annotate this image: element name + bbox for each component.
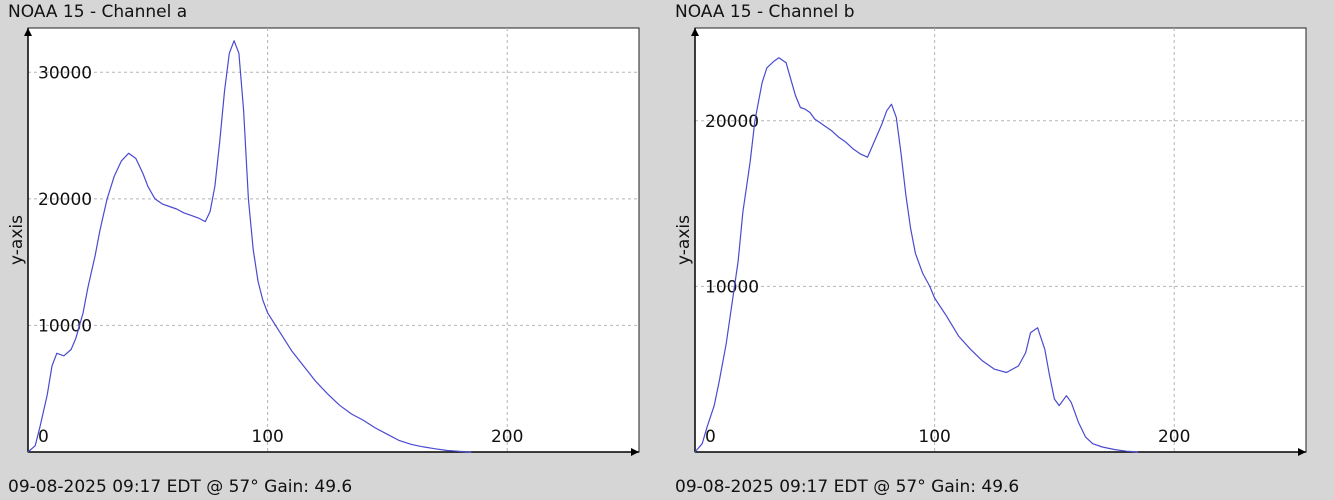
x-tick-label: 200 [491, 427, 523, 447]
x-tick-label: 0 [705, 427, 716, 447]
y-axis-label: y-axis [674, 215, 694, 265]
series-line [694, 57, 1139, 453]
y-tick-label: 10000 [38, 316, 92, 336]
x-tick-label: 0 [38, 427, 49, 447]
y-axis-arrow [691, 28, 699, 36]
chart-plot-b: 0 100 200 10000 20000 y-axis [674, 27, 1307, 456]
x-tick-label: 100 [251, 427, 283, 447]
plot-area [27, 27, 640, 453]
y-axis-label: y-axis [7, 215, 27, 265]
chart-plot-a: 0 100 200 10000 20000 30000 y-axis [7, 27, 640, 456]
chart-footer: 09-08-2025 09:17 EDT @ 57° Gain: 49.6 [8, 477, 353, 497]
chart-title: NOAA 15 - Channel b [675, 2, 855, 22]
chart-panel-a: NOAA 15 - Channel a 0 100 200 10000 20000 300… [7, 2, 640, 497]
chart-title: NOAA 15 - Channel a [8, 2, 188, 22]
y-tick-label: 10000 [705, 277, 759, 297]
x-tick-label: 200 [1158, 427, 1190, 447]
x-tick-label: 100 [918, 427, 950, 447]
x-axis-arrow [631, 448, 639, 456]
y-tick-label: 20000 [38, 190, 92, 210]
x-axis-arrow [1298, 448, 1306, 456]
y-tick-label: 30000 [38, 63, 92, 83]
y-axis-arrow [24, 28, 32, 36]
y-tick-label: 20000 [705, 112, 759, 132]
series-line [27, 40, 472, 453]
plot-area [694, 27, 1307, 453]
chart-footer: 09-08-2025 09:17 EDT @ 57° Gain: 49.6 [675, 477, 1020, 497]
chart-panel-b: NOAA 15 - Channel b 0 100 200 10000 20000 y-a… [667, 0, 1334, 500]
